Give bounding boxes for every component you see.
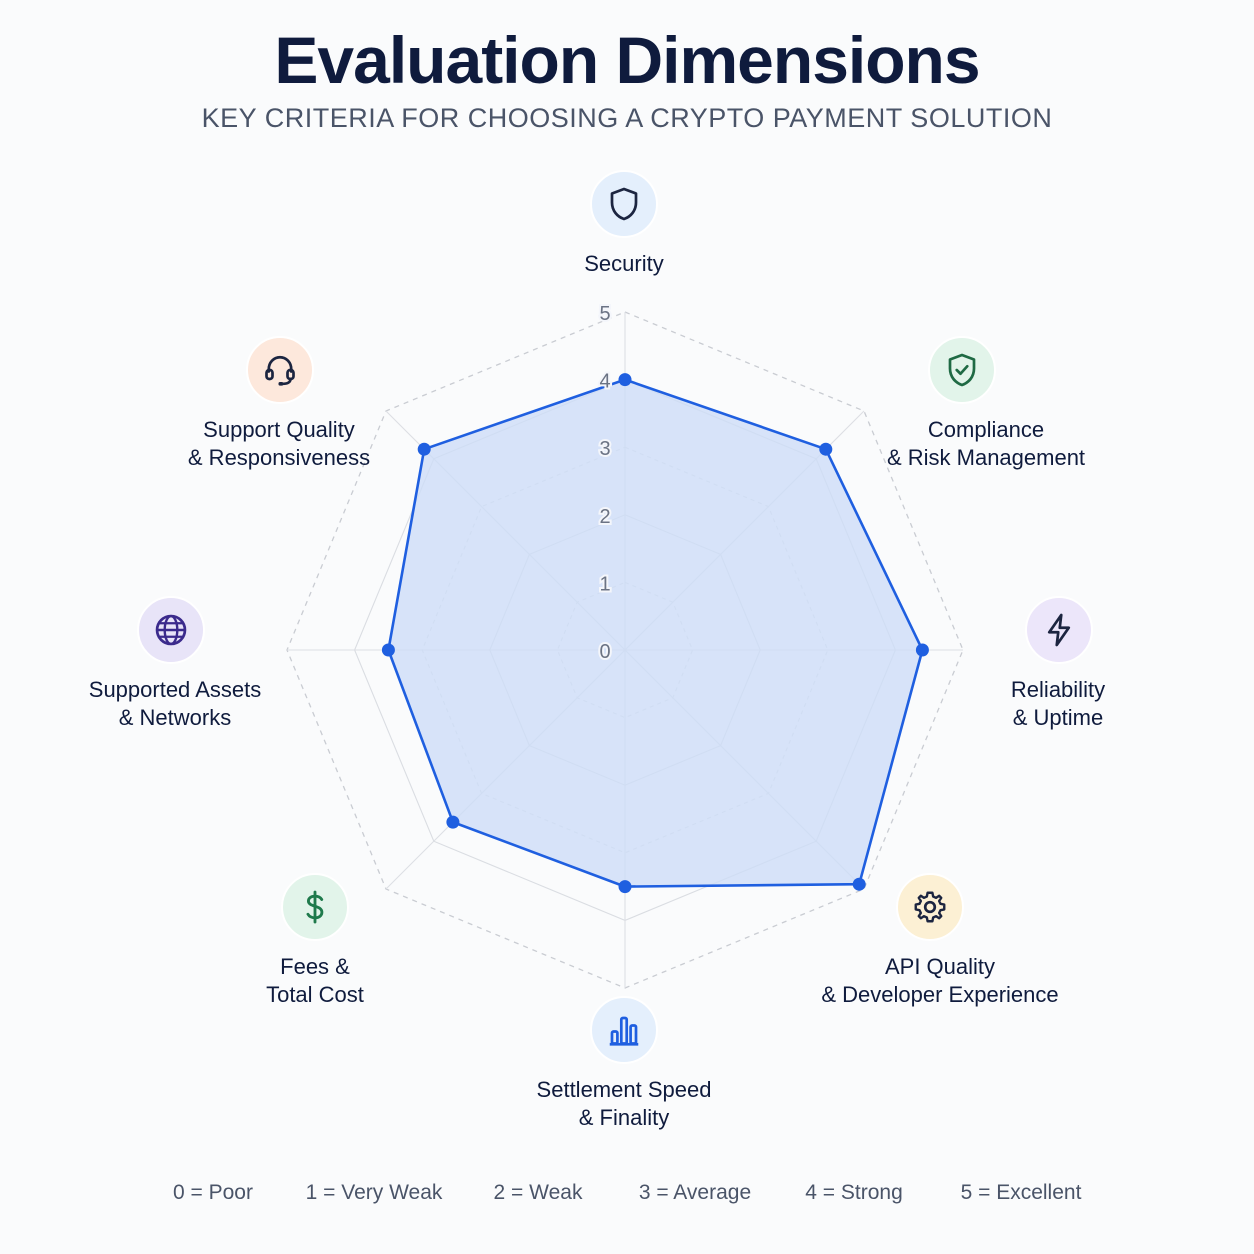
axis-label: Total Cost bbox=[266, 982, 364, 1007]
bar-chart-icon bbox=[609, 1016, 639, 1046]
axis-globe: Supported Assets & Networks bbox=[89, 596, 261, 730]
tick-label-5: 5 bbox=[599, 303, 610, 325]
data-point-7 bbox=[417, 442, 431, 456]
axis-label: Settlement Speed bbox=[537, 1077, 712, 1102]
axis-label: Compliance bbox=[928, 417, 1044, 442]
axis-label: & Networks bbox=[119, 705, 231, 730]
legend-item-5: 5 = Excellent bbox=[960, 1181, 1082, 1204]
data-point-3 bbox=[852, 877, 866, 891]
tick-label-3: 3 bbox=[599, 438, 610, 460]
dollar-icon bbox=[306, 890, 324, 924]
axis-label: & Finality bbox=[579, 1105, 669, 1130]
axis-label: API Quality bbox=[885, 954, 995, 979]
globe-icon bbox=[155, 614, 187, 646]
axis-label: Support Quality bbox=[203, 417, 355, 442]
score-legend: 0 = Poor 1 = Very Weak 2 = Weak 3 = Aver… bbox=[0, 1181, 1254, 1211]
axis-label: Security bbox=[584, 251, 663, 276]
shield-check-icon bbox=[948, 353, 976, 387]
axis-label: & Responsiveness bbox=[188, 445, 370, 470]
series-area bbox=[387, 378, 924, 888]
page-subtitle: KEY CRITERIA FOR CHOOSING A CRYPTO PAYME… bbox=[201, 103, 1053, 133]
axis-shield: Security bbox=[584, 170, 664, 276]
axis-label: & Uptime bbox=[1013, 705, 1103, 730]
page-title: Evaluation Dimensions bbox=[274, 23, 980, 97]
axis-label: Supported Assets bbox=[89, 677, 261, 702]
data-point-1 bbox=[819, 442, 833, 456]
gear-icon bbox=[914, 891, 946, 923]
axis-label: Fees & bbox=[280, 954, 350, 979]
axis-gear: API Quality & Developer Experience bbox=[821, 873, 1059, 1007]
legend-item-2: 2 = Weak bbox=[493, 1181, 583, 1204]
axis-label: & Risk Management bbox=[887, 445, 1085, 470]
legend-item-4: 4 = Strong bbox=[805, 1181, 903, 1204]
headset-icon bbox=[265, 355, 295, 386]
axis-bar-chart: Settlement Speed & Finality bbox=[537, 996, 712, 1130]
axis-label: & Developer Experience bbox=[821, 982, 1058, 1007]
legend-item-3: 3 = Average bbox=[638, 1181, 752, 1204]
tick-label-1: 1 bbox=[599, 573, 610, 595]
data-point-2 bbox=[915, 643, 929, 657]
icon-bubble bbox=[590, 170, 658, 238]
axis-dollar: Fees & Total Cost bbox=[266, 873, 364, 1007]
axis-label: Reliability bbox=[1011, 677, 1105, 702]
tick-label-2: 2 bbox=[599, 506, 610, 528]
axis-shield-check: Compliance & Risk Management bbox=[887, 336, 1085, 470]
data-point-5 bbox=[446, 815, 460, 829]
icon-bubble bbox=[590, 996, 658, 1064]
icon-bubble bbox=[246, 336, 314, 404]
shield-icon bbox=[610, 187, 638, 221]
lightning-icon bbox=[1047, 613, 1071, 647]
legend-item-1: 1 = Very Weak bbox=[305, 1181, 443, 1204]
legend-item-0: 0 = Poor bbox=[173, 1181, 253, 1204]
tick-label-0: 0 bbox=[599, 641, 610, 663]
icon-bubble bbox=[928, 336, 996, 404]
axis-headset: Support Quality & Responsiveness bbox=[188, 336, 370, 470]
data-point-4 bbox=[618, 880, 632, 894]
icon-bubble bbox=[896, 873, 964, 941]
data-point-6 bbox=[381, 643, 395, 657]
axis-lightning: Reliability & Uptime bbox=[1011, 596, 1105, 730]
icon-bubble bbox=[1025, 596, 1093, 664]
tick-label-4: 4 bbox=[599, 371, 610, 393]
data-point-0 bbox=[618, 373, 632, 387]
